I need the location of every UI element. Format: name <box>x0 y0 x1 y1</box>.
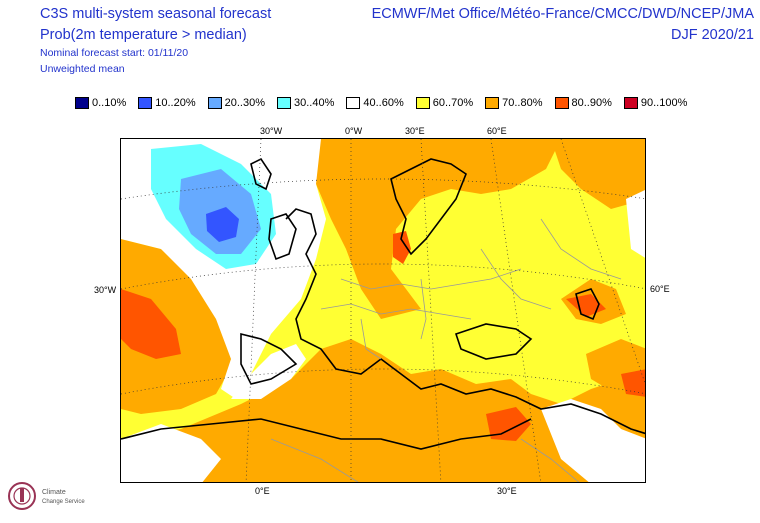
probability-legend: 0..10% 10..20% 20..30% 30..40% 40..60% 6… <box>75 96 699 110</box>
legend-item: 30..40% <box>277 96 346 110</box>
prob-40-60-east <box>541 399 645 482</box>
bottom-tick-label: 30°E <box>497 486 517 496</box>
legend-label: 80..90% <box>571 97 612 109</box>
prob-80-90-scandinavia <box>393 231 411 264</box>
svg-text:Climate: Climate <box>42 489 66 496</box>
season-label: DJF 2020/21 <box>670 27 754 43</box>
prob-70-80-north <box>311 139 561 319</box>
legend-item: 40..60% <box>346 96 415 110</box>
country-borders <box>270 218 622 482</box>
top-tick-label: 30°E <box>405 126 425 136</box>
prob-10-20-blue <box>206 207 239 242</box>
legend-swatch <box>346 97 361 109</box>
prob-70-80-west <box>121 239 236 414</box>
legend-label: 30..40% <box>294 97 335 109</box>
legend-swatch <box>207 97 222 109</box>
prob-80-90-east <box>621 369 645 397</box>
prob-70-80-south-edge <box>221 449 368 482</box>
legend-swatch <box>75 97 89 109</box>
prob-80-90-levant <box>486 407 531 441</box>
bottom-tick-label: 0°E <box>255 486 270 496</box>
legend-label: 20..30% <box>224 97 265 109</box>
legend-swatch <box>277 97 291 109</box>
top-tick-label: 30°W <box>260 126 283 136</box>
legend-label: 70..80% <box>502 97 543 109</box>
prob-40-60-sahara <box>121 424 221 482</box>
coastlines <box>121 157 645 450</box>
legend-swatch <box>623 97 638 109</box>
title-line-1: C3S multi-system seasonal forecast <box>40 6 272 22</box>
top-tick-label: 60°E <box>487 126 507 136</box>
graticule <box>121 139 645 482</box>
legend-swatch <box>138 97 153 109</box>
svg-text:Change Service: Change Service <box>42 499 85 505</box>
legend-label: 60..70% <box>432 97 474 109</box>
prob-40-60-northeast <box>626 189 645 258</box>
prob-80-90-west <box>121 289 181 359</box>
title-line-2: Prob(2m temperature > median) <box>40 27 247 43</box>
legend-item: 70..80% <box>485 96 554 110</box>
probability-map <box>120 138 646 483</box>
legend-item: 10..20% <box>138 96 207 110</box>
copernicus-logo: Climate Change Service <box>4 478 104 518</box>
legend-label: 90..100% <box>640 97 688 109</box>
legend-label: 10..20% <box>155 97 196 109</box>
weighting-label: Unweighted mean <box>40 63 125 75</box>
prob-70-80-east <box>551 139 645 209</box>
top-tick-label: 0°W <box>345 126 363 136</box>
legend-label: 0..10% <box>92 97 127 109</box>
forecast-start-label: Nominal forecast start: 01/11/20 <box>40 47 189 59</box>
centres-label: ECMWF/Met Office/Météo-France/CMCC/DWD/N… <box>371 6 754 22</box>
legend-swatch <box>415 97 430 109</box>
prob-70-80-south <box>121 339 645 482</box>
legend-item: 90..100% <box>623 96 699 110</box>
legend-swatch <box>485 97 500 109</box>
prob-40-60-iberia <box>231 344 306 399</box>
left-tick-label: 30°W <box>94 285 117 295</box>
legend-item: 80..90% <box>554 96 624 110</box>
legend-swatch <box>554 97 569 109</box>
legend-label: 40..60% <box>363 97 404 109</box>
right-tick-label: 60°E <box>650 284 670 294</box>
legend-item: 60..70% <box>415 96 485 110</box>
legend-item: 20..30% <box>207 96 277 110</box>
legend-item: 0..10% <box>75 96 138 110</box>
